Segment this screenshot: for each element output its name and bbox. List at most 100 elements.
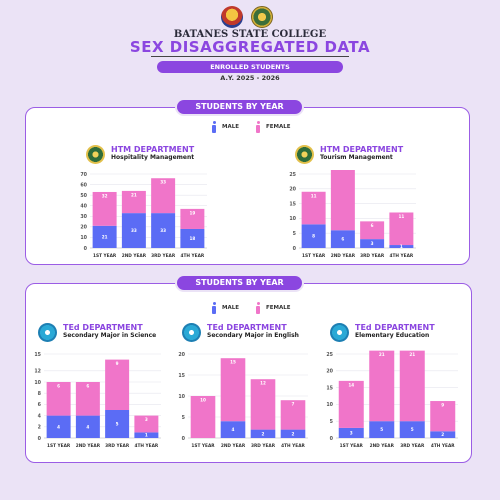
- y-tick-label: 20: [326, 369, 333, 375]
- y-tick-label: 10: [178, 394, 185, 400]
- bar-male-label: 5: [116, 422, 119, 427]
- bar-male: [389, 245, 414, 248]
- bar-male: [301, 224, 326, 248]
- bar-male-label: 3: [371, 241, 374, 246]
- y-tick-label: 25: [326, 352, 333, 358]
- bar-female-label: 33: [160, 180, 166, 185]
- chart-block-4: TEd DEPARTMENT Elementary Education: [330, 323, 460, 458]
- bar-male-label: 6: [341, 237, 344, 242]
- ted-department-logo: [182, 323, 201, 342]
- bar-female: [134, 415, 159, 433]
- bar-male-label: 5: [411, 427, 414, 432]
- bar-male-label: 21: [102, 234, 108, 239]
- y-tick-label: 0: [84, 246, 88, 252]
- bar-male-label: 5: [380, 427, 383, 432]
- y-tick-label: 0: [293, 246, 297, 252]
- legend-1: MALE FEMALE: [211, 121, 307, 133]
- bsu-logo: [221, 6, 243, 28]
- htm-department-logo: [86, 145, 105, 164]
- y-tick-label: 15: [178, 373, 185, 379]
- bar-male: [250, 429, 276, 438]
- section-title-2: STUDENTS BY YEAR: [177, 276, 302, 290]
- bar-female: [301, 191, 326, 225]
- bar-female: [220, 358, 246, 422]
- bar-female: [280, 400, 306, 430]
- bar-male: [134, 432, 159, 438]
- male-icon: [211, 302, 217, 314]
- y-tick-label: 20: [80, 225, 87, 231]
- bar-female-label: 10: [200, 398, 206, 403]
- y-tick-label: 50: [80, 193, 87, 199]
- bar-male-label: 1: [400, 244, 403, 249]
- y-tick-label: 15: [34, 352, 41, 358]
- bar-male: [360, 239, 385, 248]
- bar-chart-science: 0 2 4 6 8 10 12 15 4 6 1ST YEAR 4 6 2ND YEAR 5 9 3RD YEA…: [34, 352, 161, 449]
- chart-subtitle: Elementary Education: [355, 332, 430, 339]
- bar-female: [430, 401, 456, 432]
- bar-male-label: 4: [86, 424, 89, 429]
- chart-title: TEd DEPARTMENT: [63, 323, 143, 332]
- y-tick-label: 6: [38, 402, 42, 408]
- x-tick-label: 1ST YEAR: [93, 253, 117, 259]
- bar-chart-elementary: 0 5 10 15 20 25 3 14 1ST YEAR 5 21 2ND YEAR 5 21 3RD Y…: [326, 350, 458, 449]
- x-tick-label: 1ST YEAR: [47, 443, 71, 449]
- bar-female: [151, 178, 176, 214]
- y-tick-label: 25: [289, 172, 296, 178]
- y-tick-label: 12: [34, 369, 41, 375]
- subtitle-badge: ENROLLED STUDENTS: [157, 61, 343, 73]
- bar-female-label: 7: [292, 402, 295, 407]
- bar-male: [46, 415, 71, 438]
- bar-female-label: 3: [145, 417, 148, 422]
- x-tick-label: 4TH YEAR: [390, 253, 414, 259]
- bar-female-label: 21: [409, 352, 415, 357]
- legend-female: FEMALE: [255, 302, 291, 314]
- female-icon: [255, 121, 261, 133]
- bar-male: [280, 429, 306, 438]
- chart-block-2: TEd DEPARTMENT Secondary Major in Scienc…: [38, 323, 168, 458]
- y-tick-label: 30: [80, 214, 87, 220]
- y-tick-label: 4: [38, 413, 42, 419]
- x-tick-label: 4TH YEAR: [281, 443, 305, 449]
- academic-year: A.Y. 2025 - 2026: [220, 74, 280, 82]
- y-tick-label: 20: [178, 352, 185, 358]
- legend-2: MALE FEMALE: [211, 302, 307, 314]
- y-tick-label: 15: [289, 201, 296, 207]
- bar-female-label: 21: [379, 352, 385, 357]
- x-tick-label: 4TH YEAR: [431, 443, 455, 449]
- bar-female: [180, 208, 205, 229]
- bar-female: [360, 221, 385, 240]
- x-tick-label: 1ST YEAR: [191, 443, 215, 449]
- bar-female: [190, 396, 216, 438]
- chart-header: TEd DEPARTMENT Secondary Major in Englis…: [182, 323, 299, 342]
- y-tick-label: 0: [330, 436, 334, 442]
- x-tick-label: 3RD YEAR: [251, 443, 276, 449]
- bar-female: [250, 379, 276, 430]
- bar-male: [92, 225, 117, 248]
- bar-male-label: 1: [145, 433, 148, 438]
- bar-male-label: 2: [292, 431, 295, 436]
- college-name: BATANES STATE COLLEGE: [173, 29, 327, 40]
- bar-male: [180, 228, 205, 248]
- chart-subtitle: Secondary Major in English: [207, 332, 299, 339]
- y-tick-label: 20: [289, 187, 296, 193]
- college-seal-logo: [251, 6, 273, 28]
- bar-female-label: 32: [102, 193, 108, 198]
- chart-title: HTM DEPARTMENT: [320, 145, 404, 154]
- bar-female: [121, 190, 146, 214]
- htm-department-logo: [295, 145, 314, 164]
- title-divider: [151, 56, 349, 57]
- y-tick-label: 10: [326, 402, 333, 408]
- bar-female: [46, 382, 71, 416]
- y-tick-label: 5: [182, 415, 185, 421]
- page-title: SEX DISAGGREGATED DATA: [129, 38, 371, 56]
- bar-female-label: 6: [371, 223, 374, 228]
- x-tick-label: 2ND YEAR: [370, 443, 395, 449]
- y-tick-label: 40: [80, 204, 87, 210]
- y-tick-label: 70: [80, 172, 87, 178]
- bar-male-label: 33: [160, 228, 166, 233]
- bar-female: [338, 380, 364, 428]
- bar-female: [105, 359, 130, 410]
- bar-male-label: 3: [350, 430, 353, 435]
- chart-header: TEd DEPARTMENT Elementary Education: [330, 323, 435, 342]
